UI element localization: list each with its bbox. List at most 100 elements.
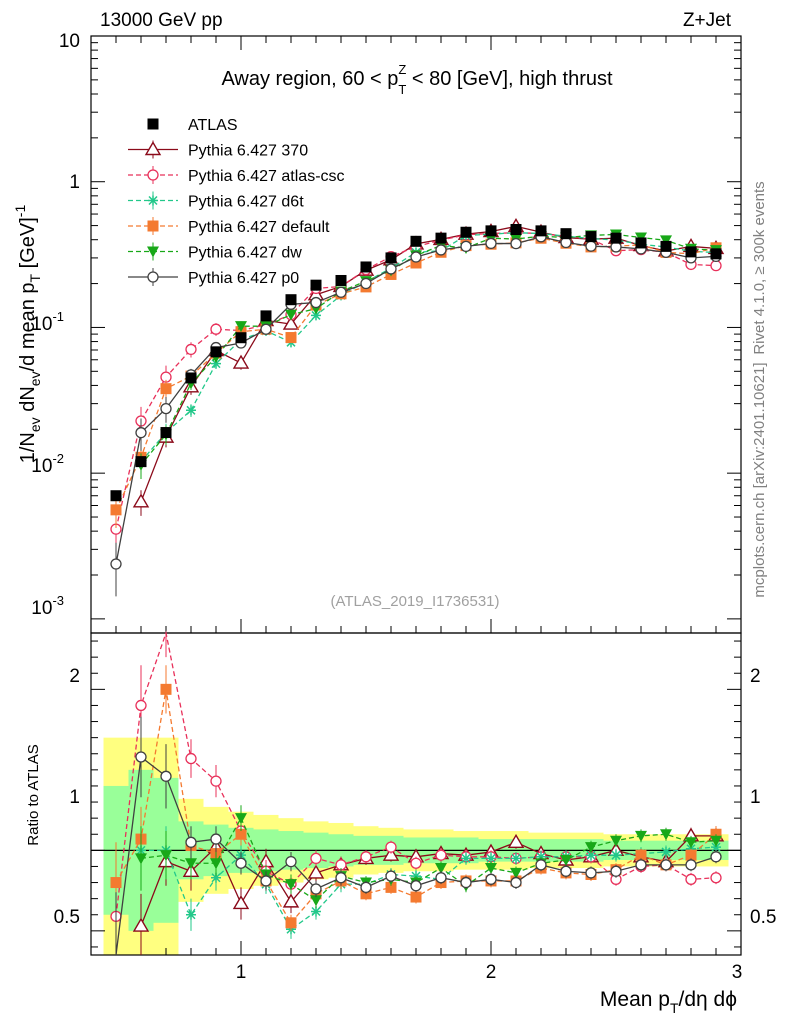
- ratio-line-dw: [140, 816, 717, 902]
- y-tick-label-1e-3: 10-3: [31, 593, 64, 619]
- ratio-point-d6t: [511, 853, 521, 864]
- ratio-point-dw: [485, 863, 497, 875]
- ratio-point-p0: [685, 859, 697, 871]
- ratio-series-p0: [115, 716, 722, 956]
- ratio-point-atlascsc: [360, 851, 372, 863]
- ratio-point-atlascsc: [310, 852, 322, 865]
- ratio-point-default: [110, 877, 122, 889]
- ratio-point-dw: [285, 879, 297, 891]
- ratio-point-dw: [160, 850, 172, 862]
- main-point-p0: [160, 402, 172, 415]
- ratio-point-p0: [185, 836, 197, 848]
- ratio-point-p0: [585, 867, 597, 879]
- y-tick-label-1: 1: [69, 172, 80, 193]
- legend-entry-default: Pythia 6.427 default: [128, 217, 330, 236]
- ratio-point-p0: [160, 770, 172, 782]
- ratio-point-p0: [335, 872, 347, 884]
- atlas-point: [135, 456, 147, 468]
- atlas-point: [660, 240, 672, 252]
- main-y-axis-title: 1/Nev dNev/d mean pT [GeV]-1: [12, 205, 43, 464]
- ratio-point-dw: [185, 858, 197, 870]
- atlas-point: [260, 310, 272, 322]
- atlas-point: [460, 226, 472, 238]
- atlas-point: [710, 248, 722, 260]
- ratio-point-p0: [410, 880, 422, 892]
- x-tick-2: 2: [486, 962, 497, 983]
- analysis-watermark: (ATLAS_2019_I1736531): [330, 593, 499, 610]
- legend-label-default: Pythia 6.427 default: [188, 219, 330, 236]
- rivet-label: Rivet 4.1.0, ≥ 300k events: [751, 181, 768, 354]
- legend-label-d6t: Pythia 6.427 d6t: [188, 194, 304, 211]
- ratio-tick-1-right: 1: [750, 787, 761, 808]
- atlas-point: [185, 372, 197, 384]
- ratio-point-dw: [585, 842, 597, 854]
- atlas-point: [610, 232, 622, 244]
- legend-entry-d6t: Pythia 6.427 d6t: [128, 191, 304, 211]
- ratio-point-p0: [235, 857, 247, 869]
- main-point-default: [285, 332, 297, 344]
- main-point-atlascsc: [185, 343, 197, 356]
- atlas-point: [435, 232, 447, 244]
- legend-entry-dw: Pythia 6.427 dw: [128, 242, 302, 262]
- atlas-point: [335, 274, 347, 286]
- ratio-point-default: [285, 917, 297, 929]
- legend-marker-default: [147, 220, 159, 232]
- legend-marker-p0: [147, 271, 159, 283]
- ratio-point-default: [685, 849, 697, 861]
- ratio-point-d6t: [586, 850, 596, 861]
- x-tick-3: 3: [732, 962, 743, 983]
- ratio-point-atlascsc: [435, 849, 447, 861]
- ratio-point-p370: [232, 895, 250, 910]
- main-line-p370: [140, 225, 717, 503]
- main-point-dw: [660, 235, 672, 247]
- main-point-p0: [110, 558, 122, 570]
- atlas-point: [685, 246, 697, 258]
- atlas-point: [635, 237, 647, 249]
- ratio-point-dw: [685, 837, 697, 849]
- main-point-default: [110, 504, 122, 516]
- x-tick-labels: 1 2 3: [236, 962, 743, 983]
- legend-label-p370: Pythia 6.427 370: [188, 143, 308, 160]
- main-point-atlascsc: [210, 323, 222, 335]
- ratio-point-p0: [635, 859, 647, 871]
- main-line-d6t: [140, 232, 717, 463]
- ratio-point-atlascsc: [135, 699, 147, 712]
- ratio-point-atlascsc: [385, 841, 397, 853]
- ratio-point-p0: [360, 881, 372, 894]
- ratio-point-dw: [610, 835, 622, 847]
- plot-title: Away region, 60 < pZ T < 80 [GeV], high t…: [221, 62, 613, 97]
- main-point-d6t: [211, 358, 221, 369]
- ratio-point-d6t: [661, 846, 671, 857]
- legend-entry-p0: Pythia 6.427 p0: [128, 268, 299, 287]
- legend-marker-p370: [144, 141, 162, 156]
- header-right: Z+Jet: [683, 10, 732, 31]
- main-point-p370: [132, 493, 150, 508]
- ratio-point-p0: [610, 865, 622, 877]
- ratio-point-default: [235, 828, 247, 840]
- legend-label-atlascsc: Pythia 6.427 atlas-csc: [188, 168, 345, 185]
- ratio-point-dw: [310, 895, 322, 907]
- ratio-point-p0: [310, 883, 322, 895]
- ratio-series-atlascsc: [110, 630, 722, 955]
- axis-ticks: [91, 35, 741, 955]
- main-plot-series: [110, 218, 725, 597]
- ratio-point-d6t: [211, 872, 221, 883]
- ratio-point-dw: [135, 853, 147, 865]
- ratio-point-p0: [435, 872, 447, 884]
- ratio-point-p0: [660, 859, 672, 871]
- main-series-atlas: [110, 224, 722, 502]
- ratio-tick-1: 1: [69, 787, 80, 808]
- ratio-point-dw: [660, 829, 672, 841]
- ratio-point-p0: [260, 875, 272, 887]
- ratio-point-atlascsc: [410, 857, 422, 869]
- ratio-point-p0: [385, 870, 397, 882]
- main-point-p0: [360, 277, 372, 290]
- ratio-point-d6t: [186, 909, 196, 920]
- main-series-d6t: [136, 227, 721, 476]
- main-point-d6t: [186, 405, 196, 416]
- ratio-point-dw: [560, 855, 572, 867]
- ratio-point-p0: [560, 865, 572, 877]
- ratio-point-default: [410, 891, 422, 903]
- ratio-point-p370: [282, 893, 300, 908]
